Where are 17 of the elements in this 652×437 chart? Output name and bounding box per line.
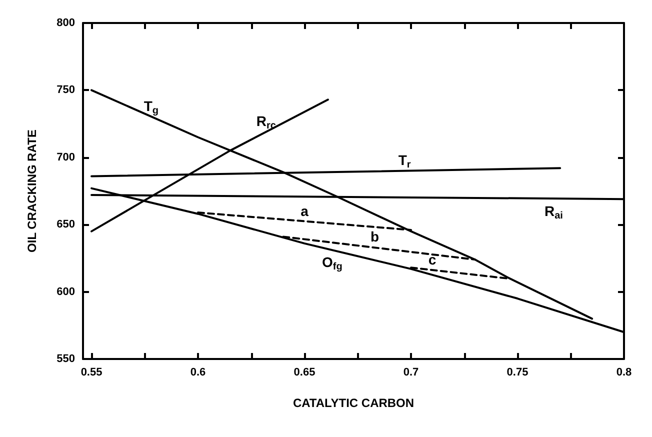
y-tick-label: 600 <box>56 286 75 298</box>
annotation: a <box>300 202 309 219</box>
x-tick-label: 0.75 <box>506 366 528 378</box>
y-tick-label: 700 <box>56 151 75 164</box>
y-tick-label: 550 <box>56 353 75 365</box>
annotation: b <box>370 228 380 244</box>
x-tick-label: 0.6 <box>190 366 206 378</box>
x-axis-title: CATALYTIC CARBON <box>292 396 414 410</box>
x-tick-label: 0.7 <box>403 366 419 378</box>
annotation: c <box>428 251 436 268</box>
y-axis-title: OIL CRACKING RATE <box>25 130 39 252</box>
x-tick-label: 0.65 <box>294 366 316 378</box>
y-tick-label: 800 <box>56 17 75 29</box>
x-tick-label: 0.8 <box>616 366 632 378</box>
y-tick-label: 650 <box>56 218 75 231</box>
x-tick-label: 0.55 <box>80 366 102 378</box>
y-tick-label: 750 <box>56 84 75 96</box>
